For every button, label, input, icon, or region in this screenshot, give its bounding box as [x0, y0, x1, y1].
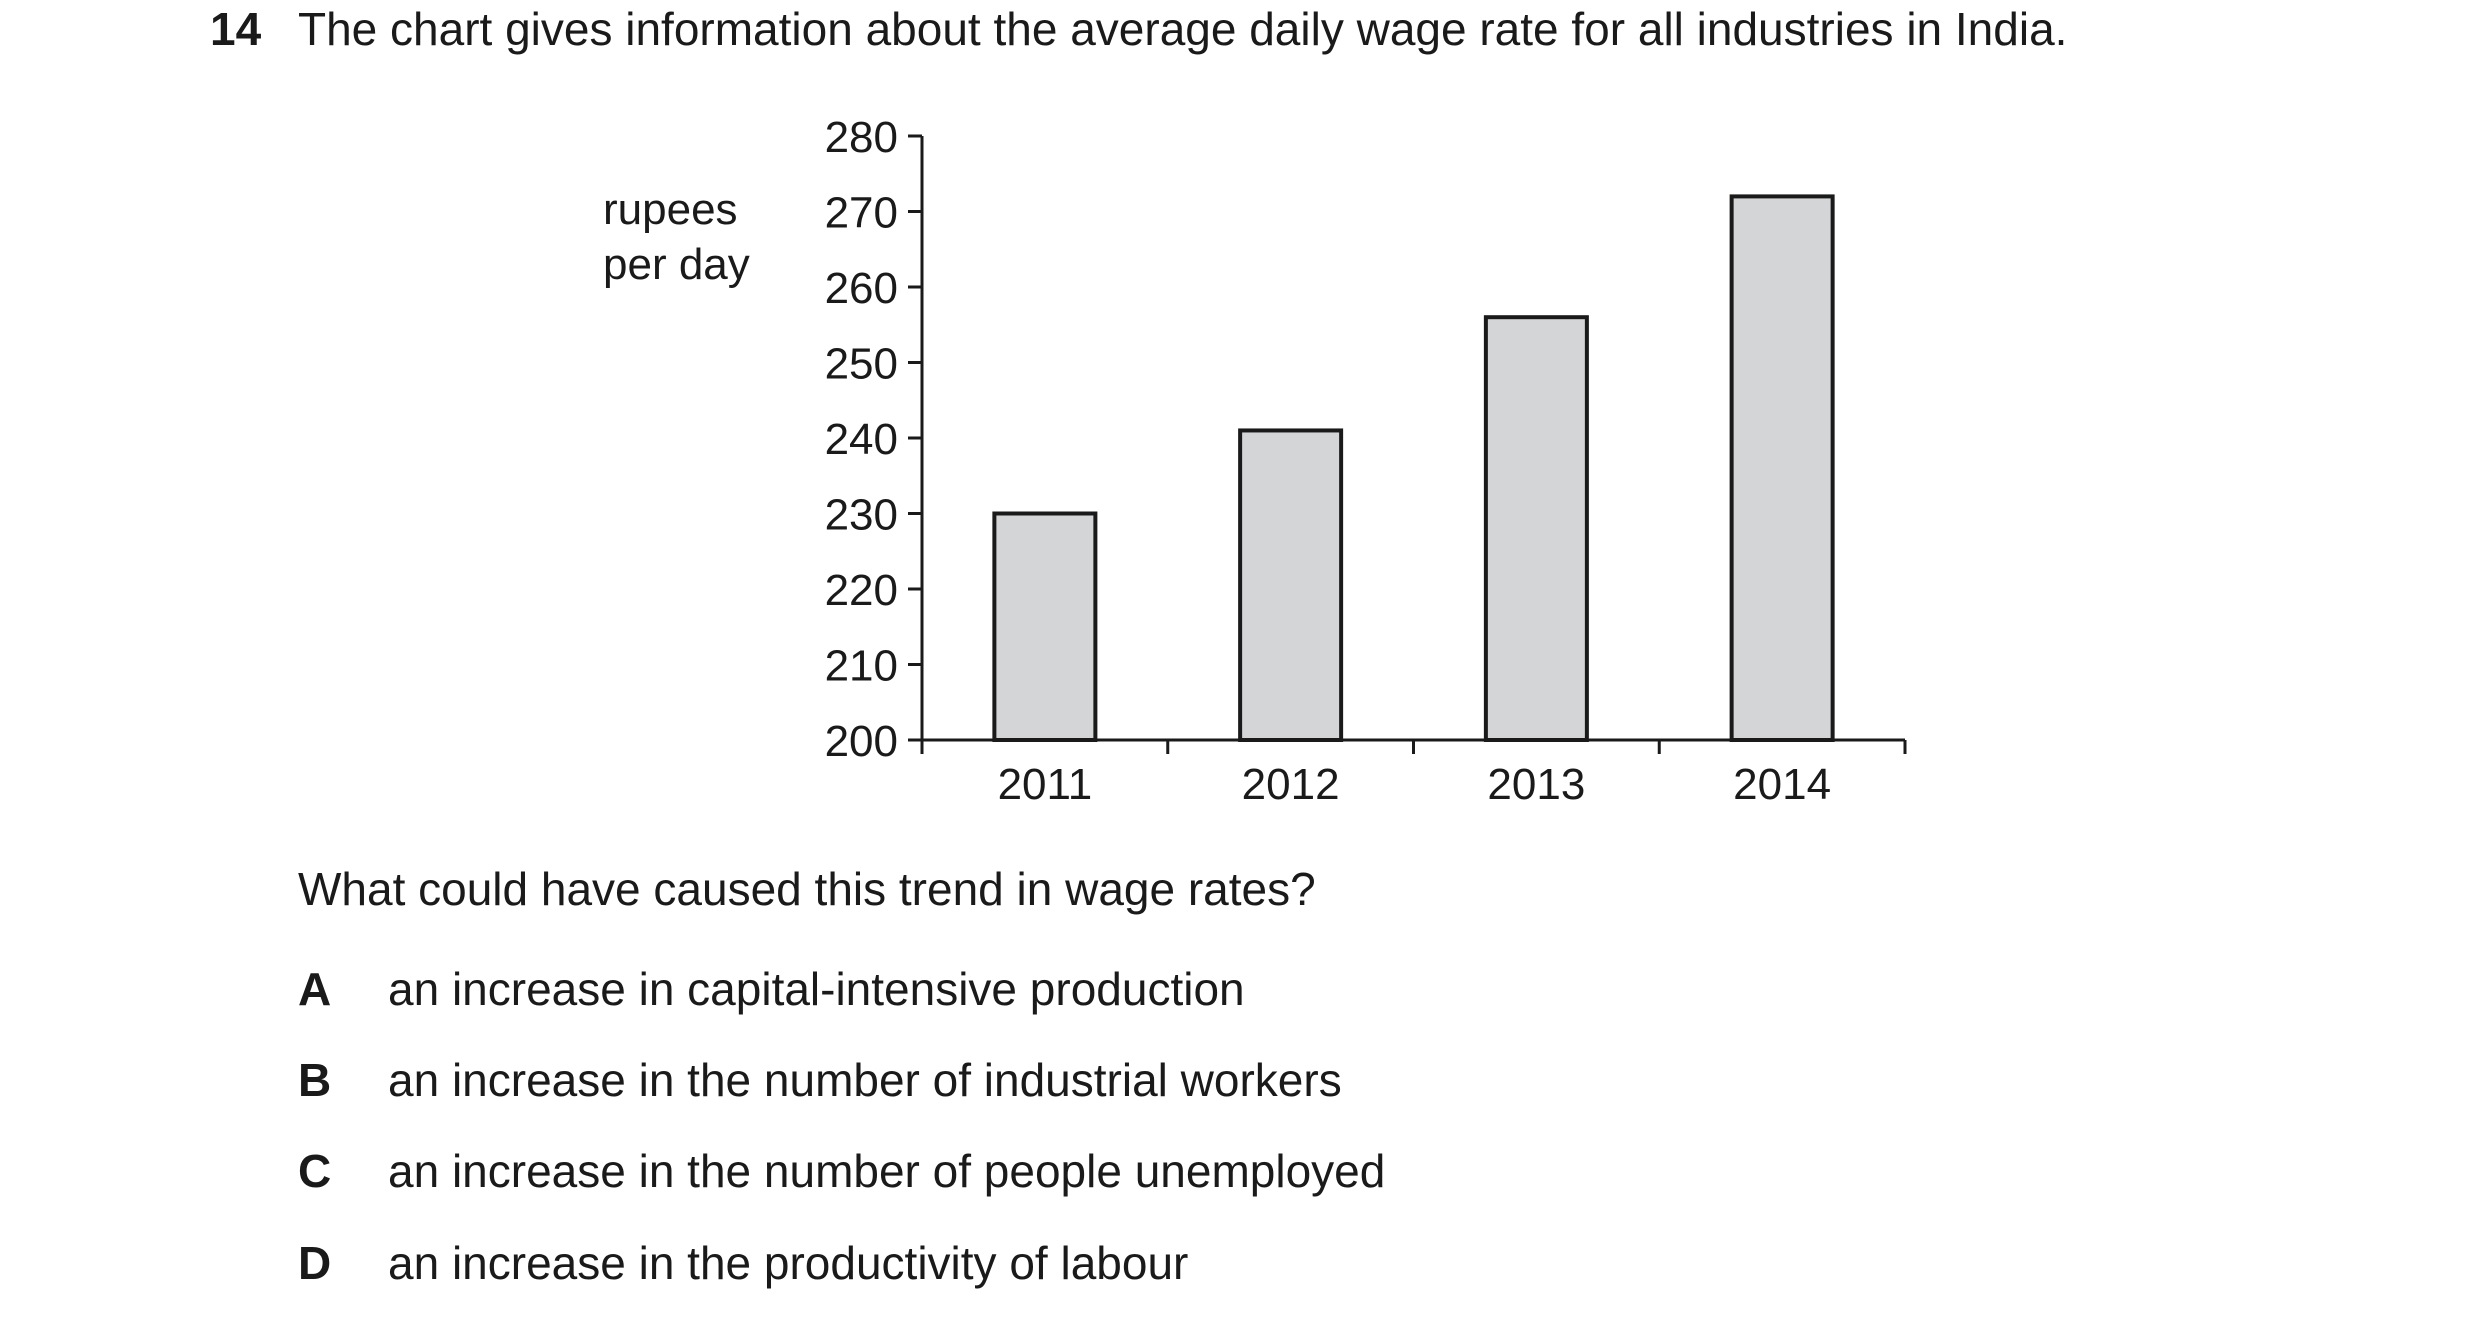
y-axis-label-line-1: rupees	[603, 185, 738, 234]
y-tick-label-270: 270	[825, 189, 898, 238]
option-a-letter: A	[298, 963, 332, 1015]
bar-chart: 200 210 220 230 240 250 260 270 280 2011 2012 2013 2…	[603, 113, 1907, 809]
y-tick-label-230: 230	[825, 491, 898, 540]
option-d-letter: D	[298, 1237, 332, 1289]
question-stem: The chart gives information about the av…	[298, 3, 2068, 55]
bar-2011	[992, 511, 1098, 742]
y-tick-label-240: 240	[825, 415, 898, 464]
bar-2012	[1238, 428, 1344, 742]
option-b-text[interactable]: an increase in the number of industrial …	[388, 1054, 1342, 1106]
x-tick-label-2011: 2011	[998, 760, 1093, 809]
x-tick-label-2013: 2013	[1487, 760, 1585, 809]
question-prompt: What could have caused this trend in wag…	[298, 863, 1316, 915]
y-tick-label-200: 200	[825, 717, 898, 766]
option-a-text[interactable]: an increase in capital-intensive product…	[388, 963, 1245, 1015]
y-tick-label-210: 210	[825, 642, 898, 691]
y-tick-label-220: 220	[825, 566, 898, 615]
y-tick-label-260: 260	[825, 264, 898, 313]
option-d-text[interactable]: an increase in the productivity of labou…	[388, 1237, 1189, 1289]
y-tick-label-280: 280	[825, 113, 898, 162]
bar-2014	[1729, 194, 1835, 742]
x-tick-label-2014: 2014	[1733, 760, 1831, 809]
option-b-letter: B	[298, 1054, 332, 1106]
bar-2013	[1483, 315, 1589, 742]
y-tick-label-250: 250	[825, 340, 898, 389]
option-c-text[interactable]: an increase in the number of people unem…	[388, 1145, 1386, 1197]
y-axis-label-line-2: per day	[603, 240, 750, 289]
question-number: 14	[210, 3, 262, 55]
option-c-letter: C	[298, 1145, 332, 1197]
x-tick-label-2012: 2012	[1242, 760, 1340, 809]
